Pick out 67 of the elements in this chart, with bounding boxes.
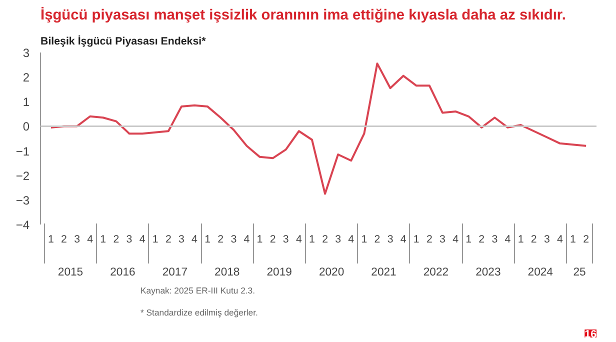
text: 2015 (58, 266, 84, 278)
text: 16 (584, 328, 597, 340)
x-tick-label: 4 (139, 234, 146, 246)
y-tick-label: −2 (16, 168, 30, 183)
x-tick-label: 2 (426, 234, 432, 246)
text: 2022 (423, 266, 449, 278)
text: 2021 (371, 266, 396, 278)
text: 25 (573, 266, 586, 278)
x-tick-label: 2 (165, 234, 172, 246)
x-tick-label: 2 (478, 234, 485, 246)
x-tick-label: 1 (204, 234, 211, 246)
chart-title: İşgücü piyasası manşet işsizlik oranının ima ettiğine kıyasla daha az sıkıdır. (40, 6, 566, 24)
x-tick-label: 1 (466, 234, 472, 246)
x-tick-label: 4 (348, 234, 354, 246)
x-tick-label: 2 (61, 234, 68, 246)
x-tick-label: 2 (322, 234, 328, 246)
line-series (50, 62, 588, 195)
x-tick-label: 4 (504, 234, 511, 246)
x-tick-label: 2 (113, 234, 120, 246)
x-tick-label: 3 (544, 234, 550, 246)
y-tick-label: 3 (22, 46, 30, 60)
x-tick-label: 2 (374, 234, 380, 246)
text: Kaynak: 2025 ER-III Kutu 2.3. (140, 286, 256, 296)
x-tick-label: 3 (387, 234, 394, 246)
x-tick-label: 3 (178, 234, 184, 246)
x-tick-label: 4 (87, 234, 94, 246)
text: 2019 (266, 266, 292, 278)
x-tick-label: 4 (192, 234, 198, 246)
text: 2018 (214, 266, 240, 278)
y-tick-label: −1 (16, 144, 30, 158)
x-tick-label: 4 (556, 234, 563, 246)
y-tick-label: −4 (16, 218, 30, 232)
x-tick-label: 1 (256, 234, 263, 246)
y-tick-label: 0 (22, 120, 30, 134)
text: 2023 (476, 266, 501, 278)
x-tick-label: 3 (282, 234, 289, 246)
x-tick-label: 2 (530, 234, 537, 246)
x-tick-label: 2 (583, 234, 590, 246)
x-tick-label: 3 (335, 234, 342, 246)
text: 2024 (528, 266, 553, 278)
x-tick-label: 1 (309, 234, 316, 246)
x-tick-label: 2 (270, 234, 276, 246)
y-tick-label: −3 (16, 193, 30, 208)
x-tick-label: 2 (218, 234, 224, 246)
text: * Standardize edilmiş değerler. (140, 308, 258, 318)
x-tick-label: 4 (244, 234, 250, 246)
x-tick-label: 1 (361, 234, 368, 246)
chart-subtitle: Bileşik İşgücü Piyasası Endeksi* (40, 34, 207, 48)
x-tick-label: 1 (518, 234, 524, 246)
text: 2016 (110, 266, 136, 278)
x-tick-label: 3 (74, 234, 80, 246)
x-tick-label: 3 (230, 234, 237, 246)
x-tick-label: 3 (126, 234, 132, 246)
text: 2020 (318, 266, 344, 278)
x-tick-label: 1 (100, 234, 106, 246)
text: 2017 (162, 266, 188, 278)
x-tick-label: 1 (570, 234, 576, 246)
x-tick-label: 4 (296, 234, 302, 246)
x-tick-label: 3 (440, 234, 446, 246)
x-tick-label: 3 (492, 234, 498, 246)
x-tick-label: 1 (48, 234, 54, 246)
x-tick-label: 4 (452, 234, 459, 246)
x-tick-label: 1 (413, 234, 420, 246)
x-tick-label: 4 (400, 234, 406, 246)
x-tick-label: 1 (152, 234, 158, 246)
y-tick-label: 1 (22, 95, 30, 110)
y-tick-label: 2 (22, 70, 30, 85)
